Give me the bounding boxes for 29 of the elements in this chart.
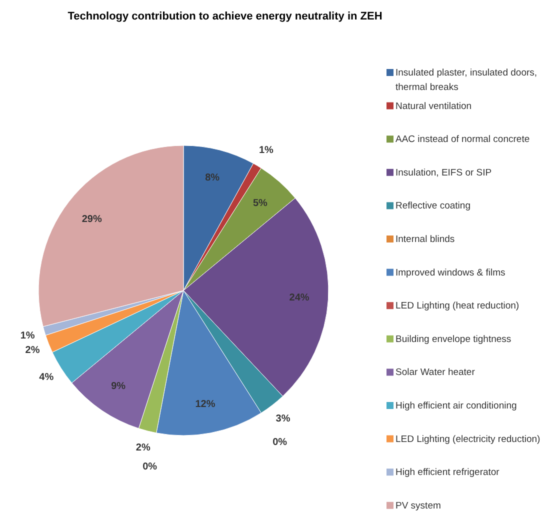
legend-label: PV system: [396, 500, 441, 512]
legend-label: LED Lighting (electricity reduction): [396, 434, 540, 445]
legend-label: Insulated plaster, insulated doors, thermal breaks: [396, 68, 538, 93]
data-label: 5%: [252, 198, 268, 209]
data-label: 8%: [205, 172, 220, 184]
legend-label: High efficient air conditioning: [396, 400, 517, 412]
legend-label: Building envelope tightness: [396, 334, 512, 345]
legend-label: Internal blinds: [396, 234, 455, 245]
data-label: 24%: [289, 292, 310, 304]
chart-title: Technology contribution to achieve energy neutrality in ZEH: [68, 10, 382, 22]
legend-label: Solar Water heater: [396, 367, 475, 378]
data-label: 12%: [195, 398, 216, 410]
legend-label: High efficient refrigerator: [396, 467, 500, 478]
data-label: 1%: [20, 330, 35, 342]
text: 0%: [142, 462, 158, 473]
data-label: 29%: [82, 214, 102, 225]
legend-label: AAC instead of normal concrete: [396, 134, 530, 146]
legend-label: LED Lighting (heat reduction): [396, 300, 520, 312]
data-label: 2%: [136, 442, 150, 454]
data-label: 2%: [25, 344, 40, 356]
data-label: 1%: [258, 145, 274, 156]
data-label: 3%: [276, 413, 290, 424]
data-label: 4%: [39, 372, 54, 384]
legend-label: Reflective coating: [396, 200, 470, 212]
legend-label: Natural ventilation: [396, 100, 472, 112]
legend-label: Insulation, EIFS or SIP: [396, 167, 492, 178]
legend-label: Improved windows & films: [396, 267, 506, 278]
text: 0%: [272, 436, 288, 448]
data-label: 9%: [111, 380, 126, 392]
